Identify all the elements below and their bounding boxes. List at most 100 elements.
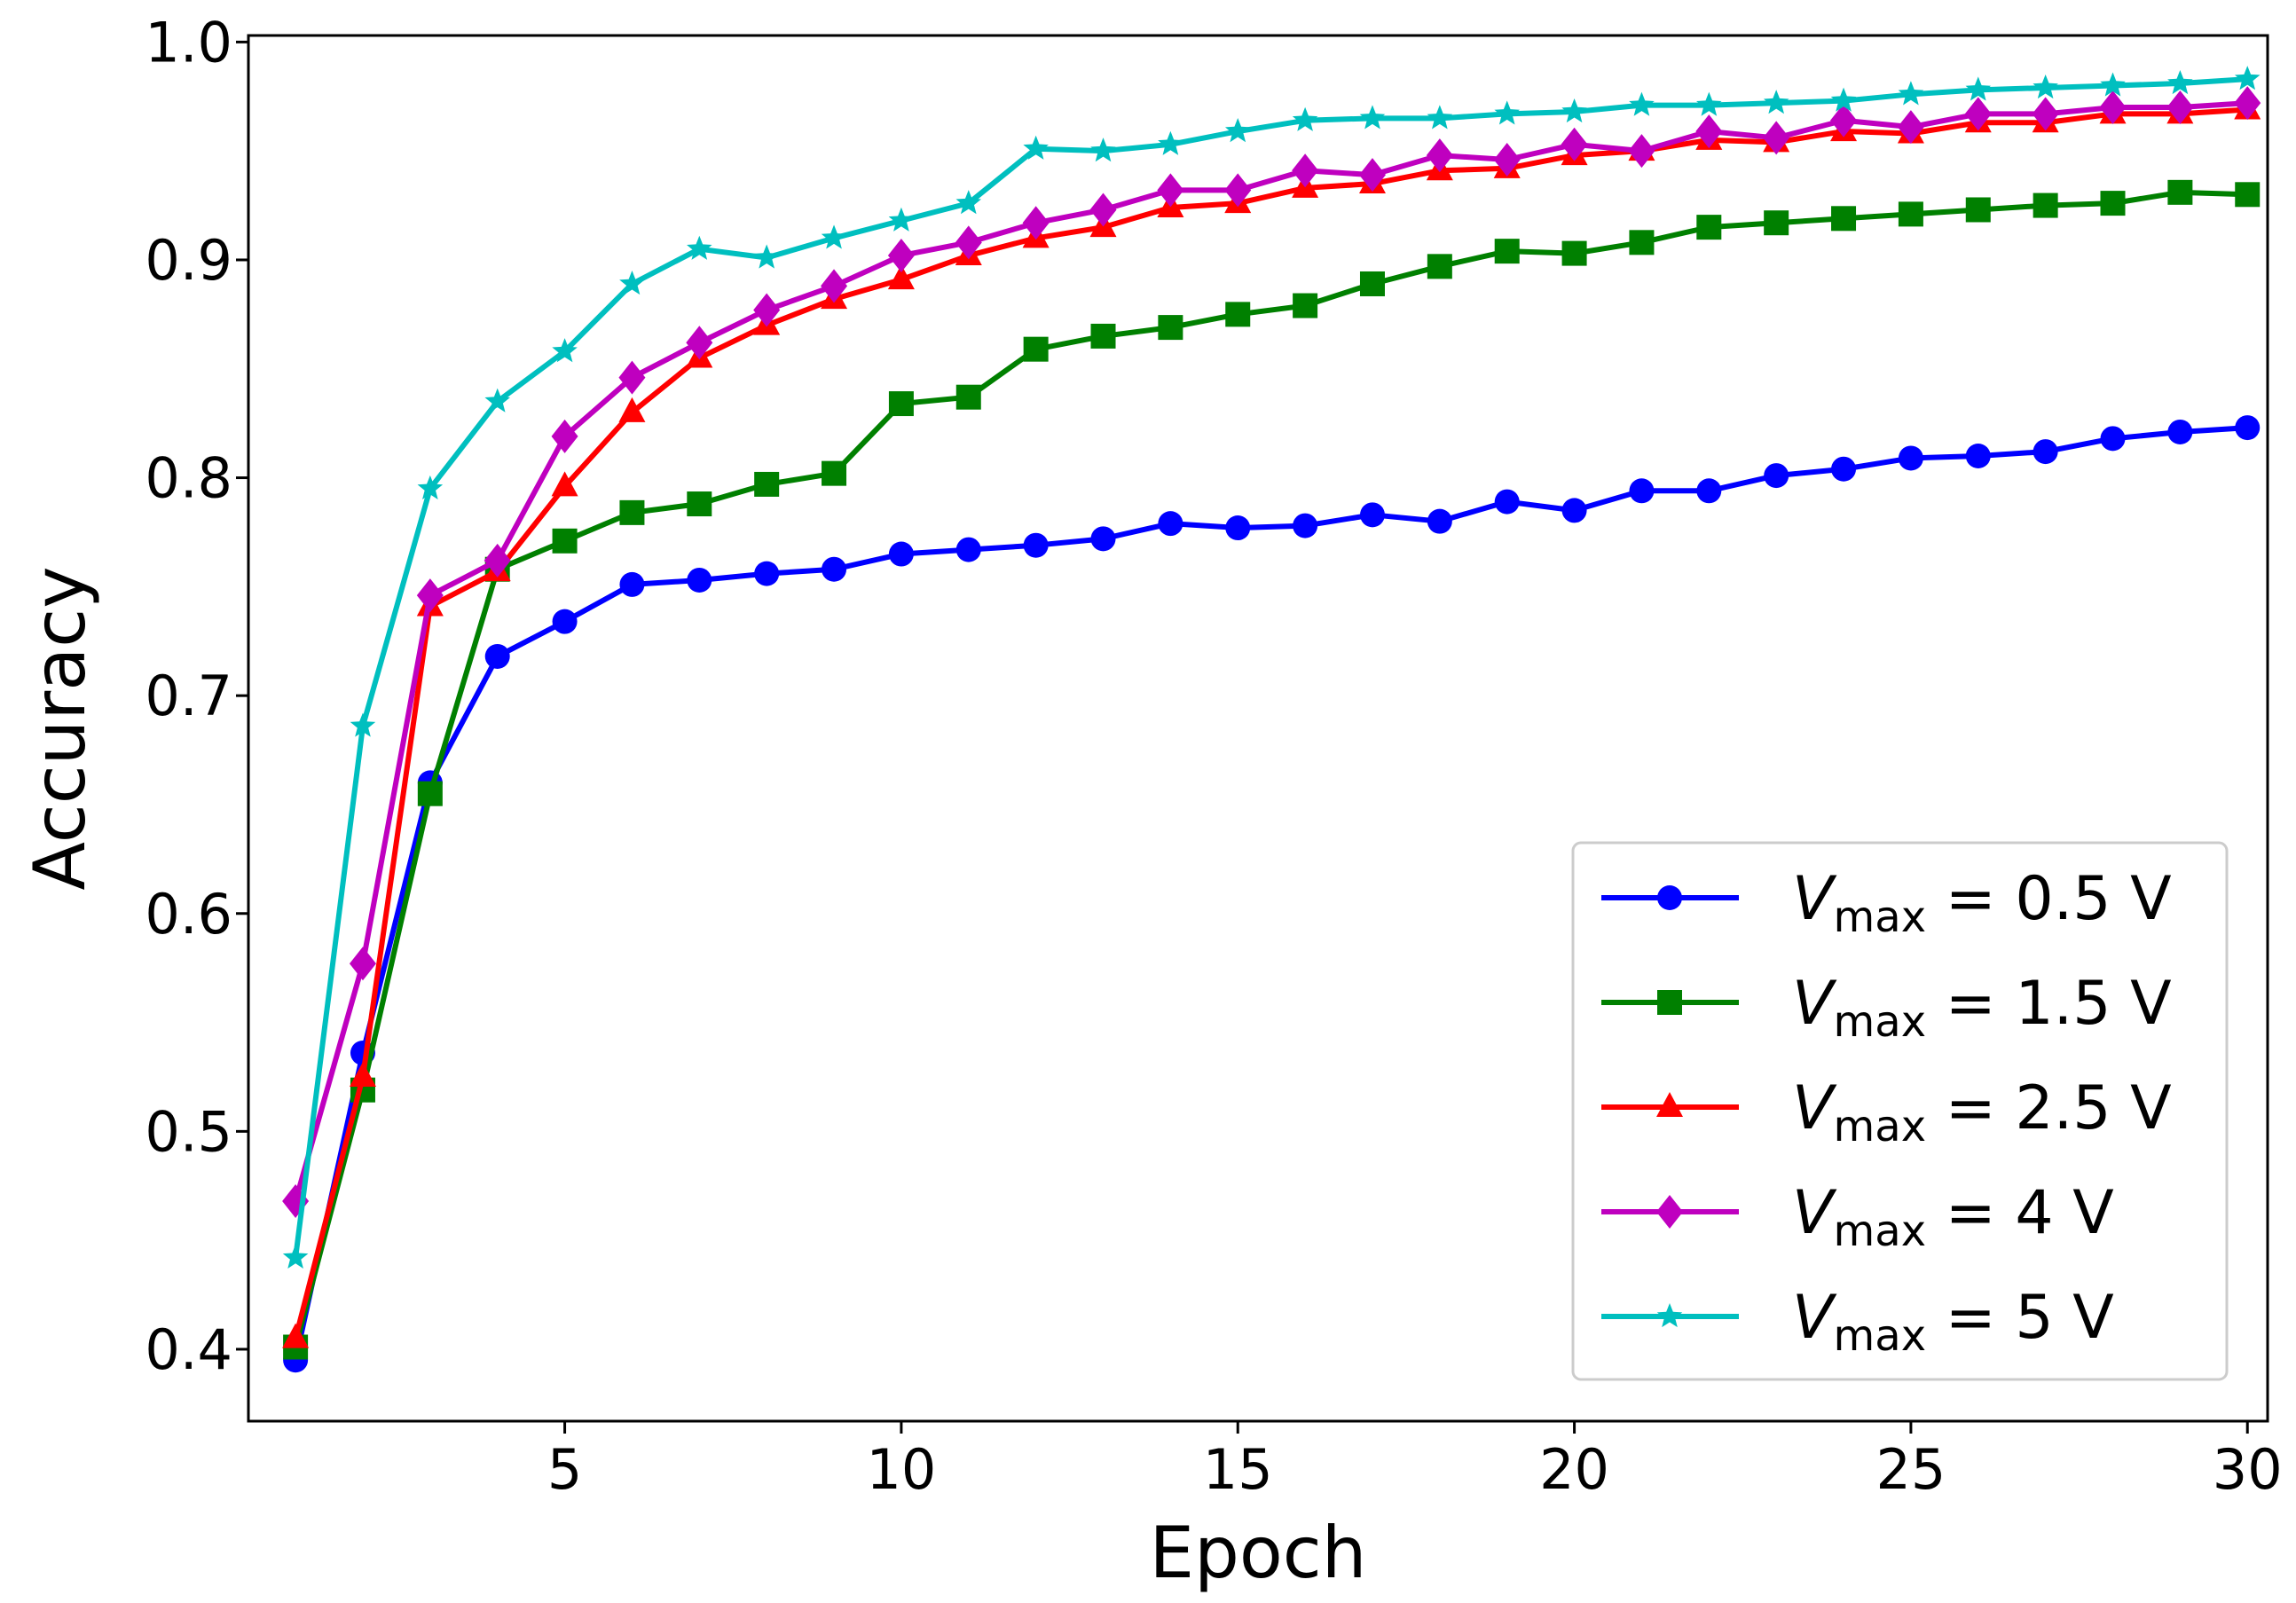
legend-label: Vmax = 2.5 V — [1792, 1073, 2172, 1151]
legend-label: Vmax = 0.5 V — [1792, 864, 2172, 942]
data-point — [1830, 87, 1857, 112]
data-point — [955, 537, 981, 562]
data-point — [955, 225, 982, 260]
data-point — [1965, 197, 1991, 223]
data-point — [1964, 97, 1992, 131]
data-point — [888, 207, 915, 232]
y-axis-label: Accuracy — [19, 566, 101, 890]
data-point — [1359, 105, 1386, 130]
data-point — [1426, 138, 1453, 173]
data-point — [1224, 118, 1251, 143]
data-point — [1292, 153, 1319, 188]
data-point — [754, 471, 780, 497]
y-tick-label: 0.6 — [145, 882, 232, 947]
data-point — [551, 419, 578, 453]
legend-item: Vmax = 5 V — [1601, 1283, 2114, 1361]
x-tick-label: 15 — [1203, 1437, 1273, 1502]
y-tick-label: 0.4 — [145, 1317, 232, 1382]
data-point — [887, 264, 915, 290]
data-point — [1158, 130, 1183, 155]
data-point — [1090, 138, 1116, 162]
data-point — [1695, 114, 1723, 149]
data-point — [753, 293, 781, 327]
legend-marker — [1657, 990, 1682, 1015]
data-point — [282, 1244, 309, 1269]
data-point — [619, 499, 645, 525]
data-point — [1898, 445, 1923, 471]
data-point — [552, 528, 578, 554]
data-point — [349, 1061, 376, 1087]
data-point — [1427, 105, 1453, 130]
data-point — [1965, 444, 1991, 469]
data-point — [1561, 240, 1587, 266]
data-point — [1293, 513, 1318, 538]
data-point — [552, 338, 578, 363]
data-point — [2032, 97, 2059, 131]
data-point — [955, 384, 981, 410]
data-point — [1897, 110, 1924, 145]
data-point — [1629, 230, 1655, 255]
data-point — [1831, 206, 1857, 232]
data-point — [887, 239, 915, 273]
y-tick-label: 0.7 — [145, 664, 232, 728]
data-point — [1023, 135, 1049, 160]
data-point — [2033, 439, 2058, 465]
data-point — [1965, 76, 1992, 101]
data-point — [888, 541, 914, 567]
data-point — [2167, 179, 2193, 205]
data-point — [484, 643, 510, 669]
legend-box — [1571, 841, 2229, 1381]
series-line — [293, 106, 2251, 1341]
legend-label: Vmax = 4 V — [1792, 1178, 2114, 1256]
data-point — [2167, 70, 2193, 95]
data-point — [1023, 336, 1049, 362]
data-point — [2234, 66, 2261, 90]
legend-label: Vmax = 5 V — [1792, 1283, 2114, 1361]
x-tick-label: 25 — [1875, 1437, 1946, 1502]
data-point — [350, 712, 376, 737]
data-point — [1157, 173, 1184, 208]
data-point — [2033, 193, 2058, 218]
legend-item: Vmax = 2.5 V — [1601, 1073, 2172, 1151]
series-5 — [282, 66, 2261, 1269]
data-point — [1225, 515, 1251, 541]
data-point — [1696, 478, 1722, 504]
data-point — [552, 609, 578, 634]
data-point — [619, 571, 645, 597]
data-point — [2100, 191, 2126, 216]
data-point — [1292, 106, 1318, 131]
data-point — [1764, 463, 1789, 489]
x-tick-label: 5 — [547, 1437, 582, 1502]
data-point — [687, 567, 712, 593]
data-point — [484, 543, 511, 578]
data-point — [619, 270, 645, 295]
data-point — [2166, 90, 2194, 125]
data-point — [2100, 426, 2126, 452]
data-point — [955, 190, 982, 215]
y-tick-label: 0.8 — [145, 446, 232, 511]
data-point — [1090, 323, 1116, 349]
data-point — [1763, 121, 1790, 155]
data-point — [2167, 419, 2193, 444]
data-point — [416, 578, 444, 613]
data-point — [1561, 98, 1587, 123]
data-point — [2235, 415, 2261, 441]
y-tick-label: 0.5 — [145, 1099, 232, 1164]
data-point — [2099, 90, 2127, 125]
data-point — [2234, 86, 2261, 121]
data-point — [1427, 254, 1452, 279]
x-tick-label: 10 — [866, 1437, 936, 1502]
data-point — [687, 235, 712, 260]
data-point — [1358, 158, 1386, 193]
data-point — [821, 224, 847, 249]
series-line — [293, 76, 2251, 1261]
data-point — [822, 460, 847, 486]
legend-marker — [1657, 885, 1682, 910]
data-point — [1158, 511, 1183, 537]
data-point — [2100, 72, 2126, 97]
data-point — [822, 556, 847, 582]
data-point — [1158, 315, 1183, 341]
legend-marker — [1656, 1303, 1683, 1328]
legend-item: Vmax = 4 V — [1601, 1178, 2114, 1256]
data-point — [1831, 456, 1857, 482]
